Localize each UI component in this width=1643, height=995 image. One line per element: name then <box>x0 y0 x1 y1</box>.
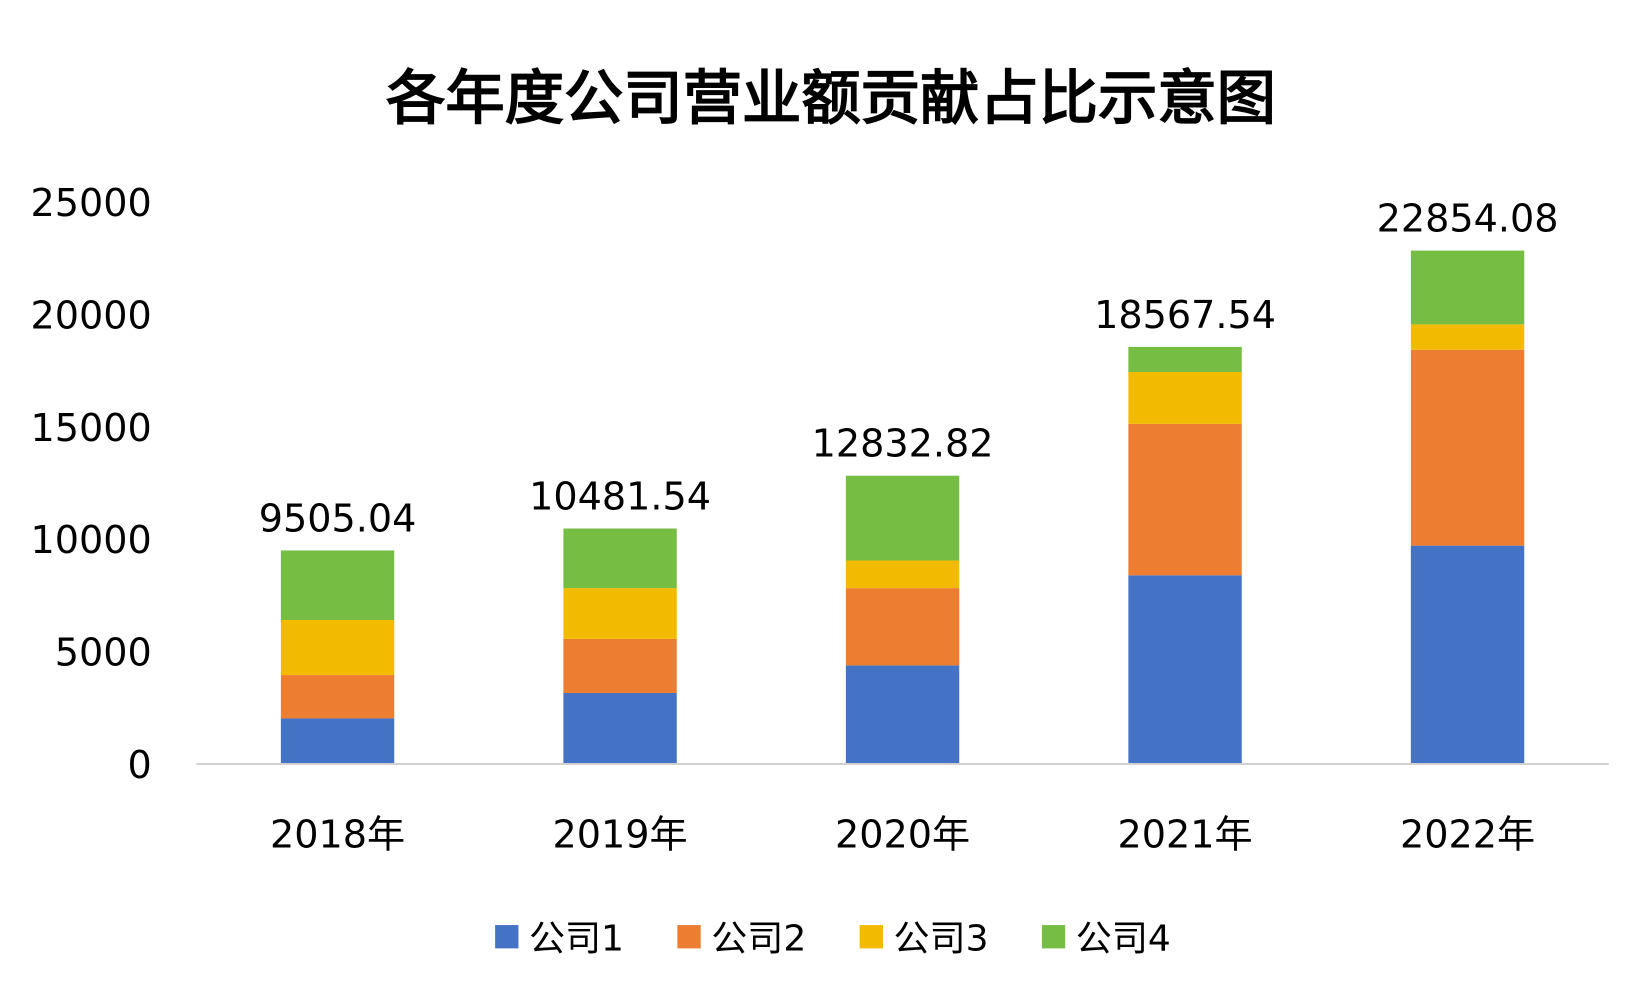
total-data-label: 12832.82 <box>812 422 994 466</box>
total-data-label: 18567.54 <box>1094 293 1276 337</box>
x-tick-label: 2022年 <box>1400 813 1535 857</box>
total-data-label: 10481.54 <box>529 474 711 518</box>
bar-segment <box>1128 423 1242 576</box>
legend-item: 公司2 <box>677 918 806 959</box>
legend-swatch <box>859 925 883 949</box>
bar-segment <box>280 718 395 764</box>
x-tick-label: 2020年 <box>835 813 970 857</box>
x-tick-label: 2018年 <box>270 813 405 857</box>
bar-segment <box>280 620 395 676</box>
bar-segment <box>845 588 960 666</box>
legend-item: 公司1 <box>495 918 624 959</box>
chart-title: 各年度公司营业额贡献占比示意图 <box>386 64 1276 133</box>
bar-segment <box>563 528 677 589</box>
y-tick-label: 20000 <box>31 293 152 337</box>
bar-segment <box>845 475 960 561</box>
legend-label: 公司3 <box>894 918 989 959</box>
bar-segment <box>1410 545 1525 764</box>
legend-swatch <box>677 925 701 949</box>
bar-segment <box>1128 575 1242 764</box>
y-tick-label: 15000 <box>31 406 152 450</box>
bar-segment <box>280 550 395 621</box>
total-data-label: 22854.08 <box>1377 197 1559 241</box>
y-tick-label: 10000 <box>31 518 152 562</box>
bar-segment <box>563 588 677 639</box>
legend-label: 公司4 <box>1076 918 1171 959</box>
legend-swatch <box>495 925 519 949</box>
legend-swatch <box>1041 925 1066 949</box>
bar-segment <box>1128 346 1242 372</box>
x-tick-label: 2019年 <box>552 813 687 857</box>
bar-segment <box>563 693 677 764</box>
y-tick-label: 5000 <box>55 630 152 674</box>
bar-segment <box>1410 250 1525 325</box>
bar-segment <box>1410 324 1525 350</box>
legend-label: 公司1 <box>529 918 624 959</box>
legend-item: 公司4 <box>1041 918 1171 959</box>
total-data-label: 9505.04 <box>259 496 417 540</box>
legend-label: 公司2 <box>711 918 806 959</box>
bar-segment <box>280 675 395 719</box>
y-tick-label: 25000 <box>31 181 152 225</box>
x-tick-label: 2021年 <box>1117 813 1252 857</box>
bar-segment <box>1410 349 1525 546</box>
bar-segment <box>845 560 960 589</box>
y-tick-label: 0 <box>128 743 152 787</box>
bar-segment <box>1128 371 1242 424</box>
bar-segment <box>845 665 960 764</box>
legend-item: 公司3 <box>859 918 989 959</box>
bar-segment <box>563 638 677 694</box>
